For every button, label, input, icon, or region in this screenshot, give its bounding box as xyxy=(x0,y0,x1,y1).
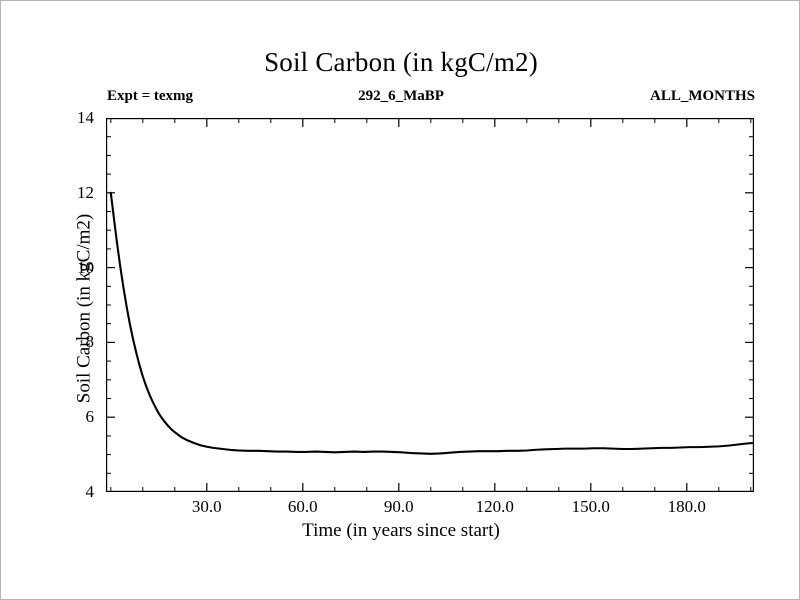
case-label: 292_6_MaBP xyxy=(358,88,444,104)
minor-tick-marks xyxy=(106,118,754,492)
x-tick-label: 60.0 xyxy=(287,497,318,516)
y-tick-label: 14 xyxy=(77,108,94,127)
plot-frame xyxy=(106,118,754,492)
y-tick-label: 4 xyxy=(85,482,95,501)
data-series-line xyxy=(109,191,754,455)
plot-area xyxy=(106,118,754,492)
experiment-label: Expt = texmg xyxy=(107,88,194,104)
y-tick-label: 6 xyxy=(85,407,95,427)
x-tick-label: 120.0 xyxy=(475,497,514,516)
y-axis-title: Soil Carbon (in kgC/m2) xyxy=(73,213,95,404)
y-tick-label: 12 xyxy=(77,182,94,202)
major-tick-marks xyxy=(106,118,754,492)
months-label: ALL_MONTHS xyxy=(649,88,755,104)
x-tick-label: 90.0 xyxy=(383,497,414,516)
y-tick-label: 10 xyxy=(77,257,94,277)
page-title: Soil Carbon (in kgC/m2) xyxy=(264,47,538,77)
x-tick-label: 30.0 xyxy=(191,497,222,516)
x-tick-label: 150.0 xyxy=(571,497,610,516)
x-axis-title: Time (in years since start) xyxy=(302,520,500,541)
y-tick-label: 8 xyxy=(85,332,95,352)
x-tick-label: 180.0 xyxy=(667,497,706,516)
chart-canvas xyxy=(106,118,754,492)
